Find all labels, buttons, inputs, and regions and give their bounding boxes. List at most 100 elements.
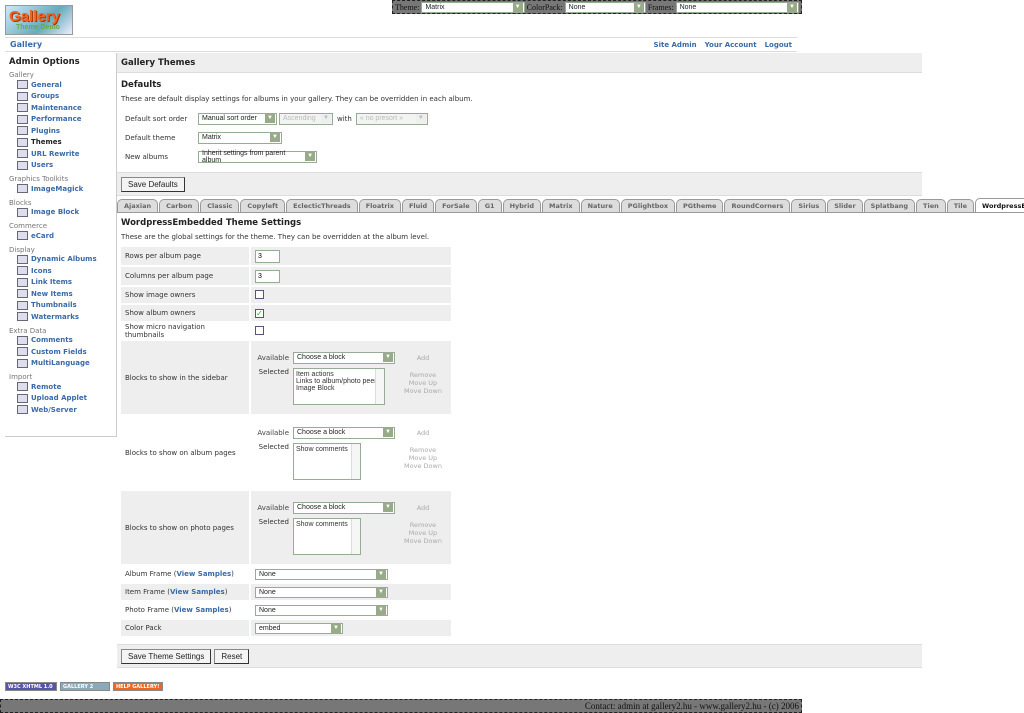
move-up-button[interactable]: Move Up bbox=[408, 453, 438, 462]
sidebar-item-upload-applet[interactable]: Upload Applet bbox=[9, 393, 112, 405]
breadcrumb-gallery[interactable]: Gallery bbox=[10, 40, 43, 49]
scrollbar[interactable] bbox=[351, 443, 360, 479]
sidebar-item-new-items[interactable]: New Items bbox=[9, 288, 112, 300]
selected-block-option[interactable]: Links to album/photo peers bbox=[296, 377, 381, 385]
photo-frame-view-samples-link[interactable]: View Samples bbox=[173, 606, 229, 614]
item-frame-view-samples-link[interactable]: View Samples bbox=[169, 588, 225, 596]
colorpack-setting-select[interactable]: embed ▼ bbox=[255, 622, 343, 634]
tab-roundcorners[interactable]: RoundCorners bbox=[724, 199, 791, 212]
item-frame-select[interactable]: None ▼ bbox=[255, 586, 388, 598]
sidebar-item-icons[interactable]: Icons bbox=[9, 265, 112, 277]
new-albums-select[interactable]: Inherit settings from parent album ▼ bbox=[198, 150, 317, 164]
tab-floatrix[interactable]: Floatrix bbox=[358, 199, 401, 212]
tab-tien[interactable]: Tien bbox=[916, 199, 946, 212]
tab-pgtheme[interactable]: PGtheme bbox=[676, 199, 724, 212]
sidebar-item-url-rewrite[interactable]: URL Rewrite bbox=[9, 148, 112, 160]
sidebar-item-remote[interactable]: Remote bbox=[9, 381, 112, 393]
tab-carbon[interactable]: Carbon bbox=[159, 199, 200, 212]
sidebar-item-link-items[interactable]: Link Items bbox=[9, 277, 112, 289]
tab-splatbang[interactable]: Splatbang bbox=[863, 199, 916, 212]
tab-sirius[interactable]: Sirius bbox=[791, 199, 827, 212]
sidebar-item-web-server[interactable]: Web/Server bbox=[9, 404, 112, 416]
tab-forsale[interactable]: ForSale bbox=[435, 199, 477, 212]
remove-block-button[interactable]: Remove bbox=[409, 445, 437, 454]
show-micro-nav-checkbox[interactable] bbox=[255, 325, 264, 335]
tab-fluid[interactable]: Fluid bbox=[401, 199, 435, 212]
sidebar-item-users[interactable]: Users bbox=[9, 160, 112, 172]
add-block-button[interactable]: Add bbox=[416, 428, 430, 437]
sidebar-item-multilanguage[interactable]: MultiLanguage bbox=[9, 358, 112, 370]
reset-button[interactable]: Reset bbox=[214, 648, 250, 664]
tab-classic[interactable]: Classic bbox=[200, 199, 240, 212]
sidebar-item-maintenance[interactable]: Maintenance bbox=[9, 102, 112, 114]
move-up-button[interactable]: Move Up bbox=[408, 378, 438, 387]
sidebar-selected-blocks-list[interactable]: Item actions Links to album/photo peers Im… bbox=[293, 367, 385, 405]
tab-copyleft[interactable]: Copyleft bbox=[240, 199, 286, 212]
move-up-button[interactable]: Move Up bbox=[408, 528, 438, 537]
sidebar-item-performance[interactable]: Performance bbox=[9, 114, 112, 126]
selected-block-option[interactable]: Show comments bbox=[296, 520, 348, 528]
tab-slider[interactable]: Slider bbox=[827, 199, 863, 212]
photo-selected-blocks-list[interactable]: Show comments bbox=[293, 517, 361, 555]
tab-nature[interactable]: Nature bbox=[580, 199, 620, 212]
sidebar-item-imagemagick[interactable]: ImageMagick bbox=[9, 183, 112, 195]
photo-frame-select[interactable]: None ▼ bbox=[255, 604, 388, 616]
sort-order-select[interactable]: Manual sort order ▼ bbox=[198, 112, 277, 125]
sidebar-item-image-block[interactable]: Image Block bbox=[9, 207, 112, 219]
columns-per-page-input[interactable] bbox=[255, 269, 280, 283]
move-down-button[interactable]: Move Down bbox=[404, 461, 442, 470]
rows-per-page-input[interactable] bbox=[255, 249, 280, 263]
tab-ajaxian[interactable]: Ajaxian bbox=[117, 199, 159, 212]
theme-select[interactable]: Matrix ▼ bbox=[421, 1, 525, 13]
move-down-button[interactable]: Move Down bbox=[404, 386, 442, 395]
presort-select[interactable]: « no presort » ▼ bbox=[355, 112, 428, 125]
show-album-owners-checkbox[interactable]: ✓ bbox=[255, 308, 264, 318]
add-block-button[interactable]: Add bbox=[416, 353, 430, 362]
sidebar-item-themes[interactable]: Themes bbox=[9, 137, 112, 149]
tab-g1[interactable]: G1 bbox=[477, 199, 502, 212]
tab-matrix[interactable]: Matrix bbox=[541, 199, 580, 212]
sidebar-item-plugins[interactable]: Plugins bbox=[9, 125, 112, 137]
move-down-button[interactable]: Move Down bbox=[404, 536, 442, 545]
tab-pglightbox[interactable]: PGlightbox bbox=[620, 199, 676, 212]
remove-block-button[interactable]: Remove bbox=[409, 520, 437, 529]
colorpack-select[interactable]: None ▼ bbox=[564, 1, 646, 13]
add-block-button[interactable]: Add bbox=[416, 503, 430, 512]
site-admin-link[interactable]: Site Admin bbox=[653, 40, 697, 49]
sidebar-item-groups[interactable]: Groups bbox=[9, 91, 112, 103]
your-account-link[interactable]: Your Account bbox=[704, 40, 757, 49]
sidebar-item-ecard[interactable]: eCard bbox=[9, 230, 112, 242]
sidebar-item-watermarks[interactable]: Watermarks bbox=[9, 311, 112, 323]
scrollbar[interactable] bbox=[375, 368, 384, 404]
sidebar-item-dynamic-albums[interactable]: Dynamic Albums bbox=[9, 254, 112, 266]
logout-link[interactable]: Logout bbox=[764, 40, 792, 49]
photo-available-block-select[interactable]: Choose a block ▼ bbox=[293, 501, 395, 514]
scrollbar[interactable] bbox=[351, 518, 360, 554]
help-gallery-badge[interactable]: HELP GALLERY! bbox=[113, 682, 163, 691]
save-theme-settings-button[interactable]: Save Theme Settings bbox=[121, 648, 212, 664]
album-frame-view-samples-link[interactable]: View Samples bbox=[176, 570, 232, 578]
album-available-block-select[interactable]: Choose a block ▼ bbox=[293, 426, 395, 439]
sidebar-item-general[interactable]: General bbox=[9, 79, 112, 91]
tab-tile[interactable]: Tile bbox=[946, 199, 975, 212]
remove-block-button[interactable]: Remove bbox=[409, 370, 437, 379]
sidebar-item-thumbnails[interactable]: Thumbnails bbox=[9, 300, 112, 312]
sidebar-item-comments[interactable]: Comments bbox=[9, 335, 112, 347]
xhtml-badge[interactable]: W3C XHTML 1.0 bbox=[5, 682, 57, 691]
tab-eclecticthreads[interactable]: EclecticThreads bbox=[286, 199, 358, 212]
show-image-owners-checkbox[interactable] bbox=[255, 289, 264, 299]
tab-wordpressembedded[interactable]: WordpressEmbedded bbox=[975, 198, 1024, 212]
default-theme-select[interactable]: Matrix ▼ bbox=[198, 131, 282, 144]
sidebar-item-custom-fields[interactable]: Custom Fields bbox=[9, 346, 112, 358]
tab-hybrid[interactable]: Hybrid bbox=[502, 199, 541, 212]
album-selected-blocks-list[interactable]: Show comments bbox=[293, 442, 361, 480]
selected-block-option[interactable]: Show comments bbox=[296, 445, 348, 453]
save-defaults-button[interactable]: Save Defaults bbox=[121, 176, 185, 192]
gallery-logo[interactable]: Gallery Theme Demo bbox=[5, 5, 73, 35]
selected-block-option[interactable]: Image Block bbox=[296, 384, 335, 392]
frames-select[interactable]: None ▼ bbox=[675, 1, 799, 13]
sidebar-available-block-select[interactable]: Choose a block ▼ bbox=[293, 351, 395, 364]
selected-block-option[interactable]: Item actions bbox=[296, 370, 334, 378]
sort-direction-select[interactable]: Ascending ▼ bbox=[279, 112, 333, 125]
album-frame-select[interactable]: None ▼ bbox=[255, 568, 388, 580]
